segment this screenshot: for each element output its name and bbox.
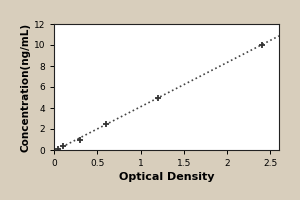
Y-axis label: Concentration(ng/mL): Concentration(ng/mL) <box>21 22 31 152</box>
X-axis label: Optical Density: Optical Density <box>119 172 214 182</box>
